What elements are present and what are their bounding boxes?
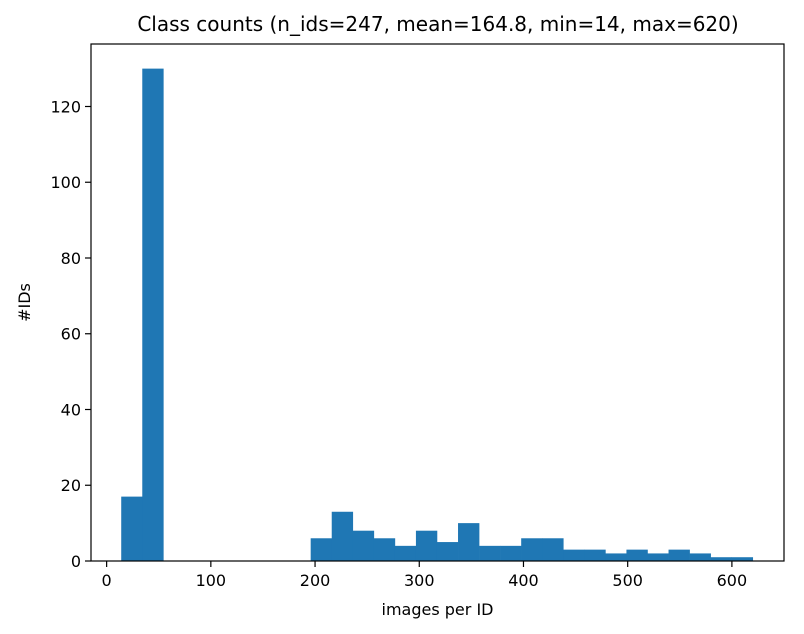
histogram-bar [731,557,754,561]
bars-group [121,68,754,561]
histogram-bar [689,553,711,561]
y-tick-label: 60 [61,325,81,344]
y-tick-label: 20 [61,476,81,495]
plot-frame [90,43,785,562]
histogram-bar [331,511,354,561]
histogram-bar [542,538,564,561]
histogram-bar [500,545,522,561]
x-tick-label: 400 [508,571,539,590]
histogram-bar [415,530,438,561]
x-axis-ticks: 0 100 200 300 400 500 600 [102,561,748,590]
histogram-bar [121,496,143,561]
histogram-bar [352,530,375,561]
histogram-bar [458,523,480,561]
histogram-bar [142,68,164,561]
histogram-bar [436,542,459,561]
histogram-bar [373,538,396,561]
histogram-bar [647,553,669,561]
histogram-bar [521,538,543,561]
histogram-bar [584,549,606,561]
y-axis-ticks: 0 20 40 60 80 100 120 [50,97,91,571]
x-tick-label: 0 [102,571,112,590]
y-tick-label: 80 [61,249,81,268]
y-tick-label: 100 [50,173,81,192]
y-axis-label: #IDs [15,283,34,322]
y-tick-label: 40 [61,400,81,419]
histogram-bar [394,545,417,561]
x-tick-label: 600 [717,571,748,590]
histogram-bar [479,545,501,561]
x-axis-label: images per ID [382,600,494,619]
histogram-bar [668,549,690,561]
x-tick-label: 300 [404,571,435,590]
histogram-bar [710,557,732,561]
chart-title: Class counts (n_ids=247, mean=164.8, min… [137,12,738,36]
histogram-bar [310,538,333,561]
x-tick-label: 100 [196,571,227,590]
histogram-bar [626,549,648,561]
x-tick-label: 500 [612,571,643,590]
y-tick-label: 120 [50,97,81,116]
y-tick-label: 0 [71,552,81,571]
x-tick-label: 200 [300,571,331,590]
histogram-bar [605,553,627,561]
histogram-bar [563,549,585,561]
